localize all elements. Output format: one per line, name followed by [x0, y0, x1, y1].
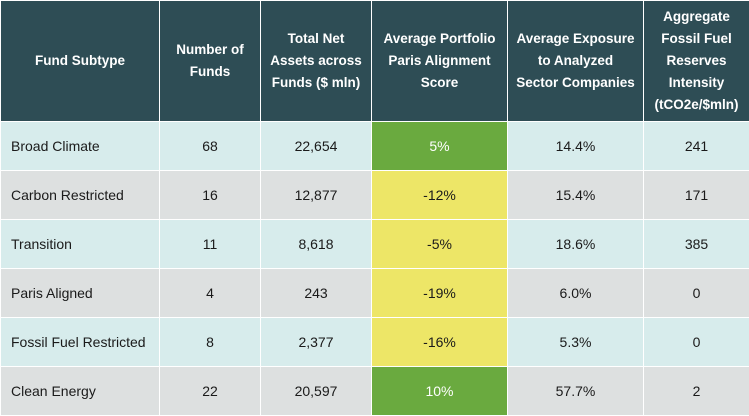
cell-fossil-fuel-intensity: 241	[643, 121, 749, 171]
cell-fossil-fuel-intensity: 385	[643, 219, 749, 269]
cell-fund-subtype: Broad Climate	[0, 121, 160, 171]
header-fund-subtype: Fund Subtype	[0, 0, 160, 122]
header-row: Fund Subtype Number of Funds Total Net A…	[0, 0, 749, 122]
cell-number-of-funds: 11	[159, 219, 261, 269]
header-average-exposure: Average Exposure to Analyzed Sector Comp…	[507, 0, 644, 122]
cell-total-net-assets: 22,654	[260, 121, 372, 171]
cell-paris-alignment-score: 5%	[371, 121, 508, 171]
cell-number-of-funds: 4	[159, 268, 261, 318]
cell-total-net-assets: 12,877	[260, 170, 372, 220]
cell-average-exposure: 5.3%	[507, 317, 644, 367]
cell-paris-alignment-score: 10%	[371, 366, 508, 416]
cell-number-of-funds: 8	[159, 317, 261, 367]
cell-number-of-funds: 16	[159, 170, 261, 220]
header-total-net-assets: Total Net Assets across Funds ($ mln)	[260, 0, 372, 122]
table-row: Broad Climate 68 22,654 5% 14.4% 241	[0, 121, 749, 171]
table-row: Fossil Fuel Restricted 8 2,377 -16% 5.3% 0	[0, 317, 749, 367]
cell-number-of-funds: 22	[159, 366, 261, 416]
cell-average-exposure: 18.6%	[507, 219, 644, 269]
table-row: Clean Energy 22 20,597 10% 57.7% 2	[0, 366, 749, 416]
cell-fossil-fuel-intensity: 2	[643, 366, 749, 416]
cell-fossil-fuel-intensity: 0	[643, 317, 749, 367]
cell-paris-alignment-score: -16%	[371, 317, 508, 367]
cell-fund-subtype: Fossil Fuel Restricted	[0, 317, 160, 367]
cell-total-net-assets: 20,597	[260, 366, 372, 416]
cell-fund-subtype: Clean Energy	[0, 366, 160, 416]
cell-total-net-assets: 8,618	[260, 219, 372, 269]
cell-paris-alignment-score: -5%	[371, 219, 508, 269]
cell-average-exposure: 14.4%	[507, 121, 644, 171]
table-row: Paris Aligned 4 243 -19% 6.0% 0	[0, 268, 749, 318]
cell-number-of-funds: 68	[159, 121, 261, 171]
cell-total-net-assets: 2,377	[260, 317, 372, 367]
header-paris-alignment-score: Average Portfolio Paris Alignment Score	[371, 0, 508, 122]
table-row: Carbon Restricted 16 12,877 -12% 15.4% 171	[0, 170, 749, 220]
cell-average-exposure: 6.0%	[507, 268, 644, 318]
cell-paris-alignment-score: -19%	[371, 268, 508, 318]
cell-fund-subtype: Carbon Restricted	[0, 170, 160, 220]
cell-paris-alignment-score: -12%	[371, 170, 508, 220]
cell-fund-subtype: Paris Aligned	[0, 268, 160, 318]
cell-average-exposure: 57.7%	[507, 366, 644, 416]
table-row: Transition 11 8,618 -5% 18.6% 385	[0, 219, 749, 269]
cell-total-net-assets: 243	[260, 268, 372, 318]
cell-average-exposure: 15.4%	[507, 170, 644, 220]
cell-fossil-fuel-intensity: 171	[643, 170, 749, 220]
cell-fossil-fuel-intensity: 0	[643, 268, 749, 318]
header-fossil-fuel-intensity: Aggregate Fossil Fuel Reserves Intensity…	[643, 0, 749, 122]
header-number-of-funds: Number of Funds	[159, 0, 261, 122]
cell-fund-subtype: Transition	[0, 219, 160, 269]
